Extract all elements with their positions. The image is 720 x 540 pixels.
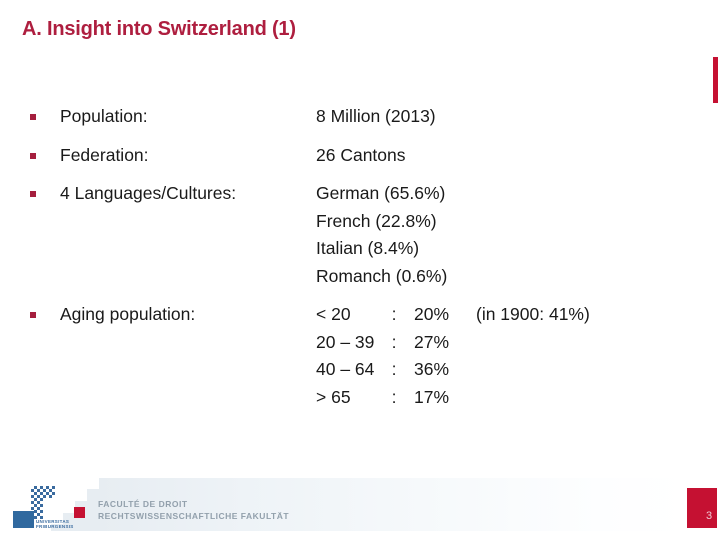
list-item-aging: Aging population: < 20 : 20% (in 1900: 4… — [30, 301, 690, 411]
list-item-languages: 4 Languages/Cultures: German (65.6%) Fre… — [30, 180, 690, 290]
age-percent: 27% — [414, 331, 450, 352]
item-label: Population: — [60, 106, 148, 126]
value-line: Romanch (0.6%) — [316, 265, 448, 286]
footer-step-decoration — [63, 513, 75, 531]
faculty-name-de: RECHTSWISSENSCHAFTLICHE FAKULTÄT — [98, 511, 290, 521]
bullet-square-icon — [30, 191, 36, 197]
age-range: 20 – 39 — [316, 331, 375, 352]
item-label: 4 Languages/Cultures: — [60, 183, 237, 203]
age-range: < 20 — [316, 304, 351, 324]
item-label: Aging population: — [60, 304, 196, 324]
footer-band — [99, 478, 687, 531]
age-percent: 20% — [414, 304, 450, 324]
page-number: 3 — [706, 510, 713, 522]
table-row: 20 – 39 : 27% — [316, 329, 690, 357]
bullet-list: Population: 8 Million (2013) Federation:… — [30, 103, 690, 422]
historical-note: (in 1900: 41%) — [476, 304, 590, 324]
value-line: German (65.6%) — [316, 183, 446, 203]
age-range: 40 – 64 — [316, 359, 375, 379]
footer-step-decoration — [51, 524, 63, 531]
aging-table: < 20 : 20% (in 1900: 41%) 20 – 39 : 27% … — [316, 301, 690, 411]
item-value: German (65.6%) French (22.8%) Italian (8… — [316, 180, 690, 290]
faculty-red-square-icon — [74, 507, 85, 518]
university-logo-icon — [31, 486, 55, 498]
item-label: Federation: — [60, 144, 149, 165]
colon-separator: : — [391, 304, 397, 324]
bullet-square-icon — [30, 114, 36, 120]
logo-text-line: UNIVERSITAS — [36, 519, 70, 524]
right-edge-red-marker — [713, 57, 718, 103]
table-row: < 20 : 20% (in 1900: 41%) — [316, 301, 690, 329]
university-logo-icon — [31, 498, 43, 519]
value-line: 8 Million (2013) — [316, 106, 436, 126]
table-row: 40 – 64 : 36% — [316, 356, 690, 384]
university-logo-text: UNIVERSITAS FRIBURGENSIS — [36, 519, 74, 529]
colon-separator: : — [391, 386, 397, 407]
value-line: Italian (8.4%) — [316, 238, 420, 258]
item-value: 8 Million (2013) — [316, 103, 690, 131]
logo-text-line: FRIBURGENSIS — [36, 524, 74, 529]
list-item-federation: Federation: 26 Cantons — [30, 142, 690, 170]
value-line: French (22.8%) — [316, 210, 437, 231]
bullet-square-icon — [30, 312, 36, 318]
footer-step-decoration — [87, 489, 99, 531]
page-title: A. Insight into Switzerland (1) — [22, 18, 296, 40]
colon-separator: : — [391, 359, 397, 379]
page-number-badge: 3 — [687, 488, 717, 528]
colon-separator: : — [391, 331, 397, 352]
logo-blue-square-icon — [13, 511, 34, 528]
list-item-population: Population: 8 Million (2013) — [30, 103, 690, 131]
age-percent: 17% — [414, 386, 450, 407]
value-line: 26 Cantons — [316, 144, 406, 165]
table-row: > 65 : 17% — [316, 384, 690, 412]
age-range: > 65 — [316, 386, 351, 407]
faculty-name-fr: FACULTÉ DE DROIT — [98, 499, 188, 509]
item-value: 26 Cantons — [316, 142, 690, 170]
bullet-square-icon — [30, 152, 36, 159]
age-percent: 36% — [414, 359, 450, 379]
